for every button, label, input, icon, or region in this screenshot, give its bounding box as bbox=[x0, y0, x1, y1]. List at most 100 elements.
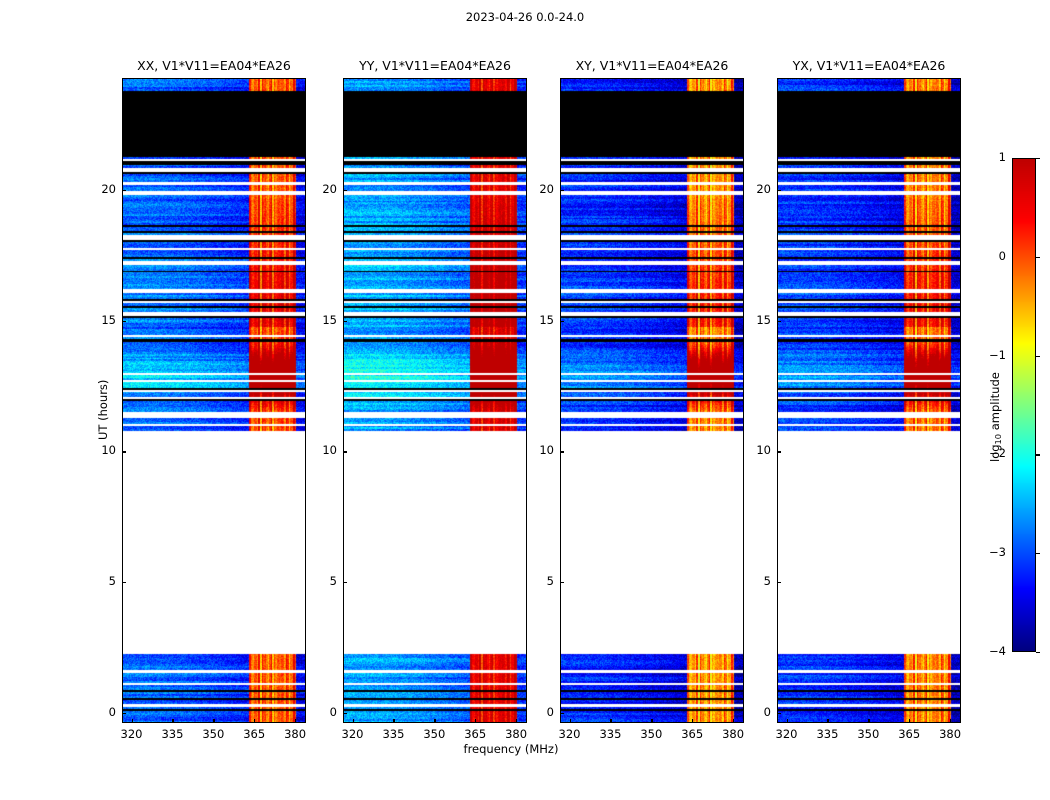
y-tick-mark bbox=[122, 190, 126, 192]
x-tick-mark bbox=[295, 719, 297, 723]
x-tick-mark bbox=[651, 719, 653, 723]
colorbar-tick-mark bbox=[1036, 355, 1040, 357]
y-tick-mark bbox=[777, 712, 781, 714]
y-tick-label: 5 bbox=[763, 573, 771, 588]
x-tick-mark bbox=[352, 719, 354, 723]
x-tick-mark bbox=[172, 719, 174, 723]
y-tick-label: 10 bbox=[539, 443, 554, 458]
y-tick-label: 10 bbox=[756, 443, 771, 458]
x-tick-label: 335 bbox=[599, 727, 622, 741]
waterfall-image-yy bbox=[344, 79, 526, 722]
y-tick-label: 20 bbox=[322, 182, 337, 197]
y-tick-label: 0 bbox=[763, 704, 771, 719]
y-tick-mark bbox=[122, 320, 126, 323]
y-tick-mark bbox=[777, 451, 781, 453]
colorbar-tick-mark bbox=[1036, 553, 1040, 555]
waterfall-axes-xx[interactable] bbox=[122, 78, 306, 723]
waterfall-axes-yx[interactable] bbox=[777, 78, 961, 723]
y-tick-label: 0 bbox=[546, 704, 554, 719]
y-tick-mark bbox=[777, 581, 781, 584]
y-tick-mark bbox=[560, 581, 564, 584]
waterfall-image-yx bbox=[778, 79, 960, 722]
y-tick-label: 20 bbox=[101, 182, 116, 197]
x-tick-mark bbox=[868, 719, 870, 723]
x-tick-label: 320 bbox=[341, 727, 364, 741]
colorbar-tick-mark bbox=[1036, 454, 1040, 456]
x-tick-mark bbox=[692, 719, 694, 723]
y-tick-label: 15 bbox=[101, 312, 116, 327]
colorbar-gradient bbox=[1013, 159, 1035, 651]
panel-title-yy: YY, V1*V11=EA04*EA26 bbox=[359, 58, 511, 73]
colorbar-tick-label: −3 bbox=[989, 545, 1006, 560]
x-tick-mark bbox=[733, 719, 735, 723]
y-tick-mark bbox=[343, 581, 347, 584]
colorbar-tick-label: 0 bbox=[998, 248, 1006, 263]
figure-suptitle: 2023-04-26 0.0-24.0 bbox=[465, 10, 585, 24]
y-tick-mark bbox=[560, 320, 564, 323]
y-tick-label: 5 bbox=[108, 573, 116, 588]
x-tick-mark bbox=[475, 719, 477, 723]
x-tick-label: 380 bbox=[722, 727, 745, 741]
colorbar-tick-mark bbox=[1036, 158, 1040, 160]
x-tick-mark bbox=[516, 719, 518, 723]
x-tick-label: 320 bbox=[558, 727, 581, 741]
x-tick-mark bbox=[213, 719, 215, 723]
x-tick-label: 320 bbox=[775, 727, 798, 741]
x-tick-label: 380 bbox=[284, 727, 307, 741]
colorbar-tick-label: 1 bbox=[998, 150, 1006, 164]
x-tick-label: 335 bbox=[382, 727, 405, 741]
x-tick-label: 350 bbox=[202, 727, 225, 741]
waterfall-axes-yy[interactable] bbox=[343, 78, 527, 723]
colorbar-label-subscript: 10 bbox=[993, 433, 1004, 445]
colorbar-label-prefix: log bbox=[988, 444, 1002, 462]
waterfall-image-xy bbox=[561, 79, 743, 722]
y-tick-label: 20 bbox=[756, 182, 771, 197]
y-tick-mark bbox=[560, 451, 564, 453]
y-tick-mark bbox=[122, 712, 126, 714]
x-tick-mark bbox=[569, 719, 571, 723]
x-tick-label: 335 bbox=[161, 727, 184, 741]
x-tick-mark bbox=[786, 719, 788, 723]
y-tick-label: 15 bbox=[539, 312, 554, 327]
y-tick-mark bbox=[560, 712, 564, 714]
y-tick-mark bbox=[343, 190, 347, 192]
panel-title-xy: XY, V1*V11=EA04*EA26 bbox=[575, 58, 729, 73]
y-tick-label: 5 bbox=[329, 573, 337, 588]
x-tick-label: 365 bbox=[681, 727, 704, 741]
colorbar-tick-mark bbox=[1036, 652, 1040, 654]
y-tick-label: 5 bbox=[546, 573, 554, 588]
x-tick-label: 320 bbox=[120, 727, 143, 741]
y-tick-mark bbox=[777, 320, 781, 323]
y-tick-label: 0 bbox=[108, 704, 116, 719]
x-tick-mark bbox=[610, 719, 612, 723]
y-tick-label: 15 bbox=[756, 312, 771, 327]
x-tick-label: 380 bbox=[505, 727, 528, 741]
panel-title-yx: YX, V1*V11=EA04*EA26 bbox=[792, 58, 946, 73]
colorbar-tick-label: −4 bbox=[989, 644, 1006, 658]
x-tick-label: 365 bbox=[243, 727, 266, 741]
y-tick-mark bbox=[343, 320, 347, 323]
colorbar-label: log10 amplitude bbox=[988, 372, 1003, 462]
panel-title-xx: XX, V1*V11=EA04*EA26 bbox=[137, 58, 291, 73]
x-tick-label: 350 bbox=[423, 727, 446, 741]
x-tick-mark bbox=[254, 719, 256, 723]
y-tick-label: 15 bbox=[322, 312, 337, 327]
x-tick-mark bbox=[393, 719, 395, 723]
y-tick-label: 10 bbox=[101, 443, 116, 458]
y-tick-mark bbox=[560, 190, 564, 192]
waterfall-image-xx bbox=[123, 79, 305, 722]
y-tick-mark bbox=[343, 451, 347, 453]
y-tick-mark bbox=[777, 190, 781, 192]
waterfall-axes-xy[interactable] bbox=[560, 78, 744, 723]
colorbar-label-suffix: amplitude bbox=[988, 372, 1002, 434]
y-tick-label: 10 bbox=[322, 443, 337, 458]
x-tick-mark bbox=[909, 719, 911, 723]
colorbar-tick-mark bbox=[1036, 256, 1040, 258]
colorbar-tick-label: −2 bbox=[989, 446, 1006, 461]
x-tick-label: 365 bbox=[464, 727, 487, 741]
x-tick-label: 335 bbox=[816, 727, 839, 741]
colorbar-tick-label: −1 bbox=[989, 347, 1006, 362]
y-tick-mark bbox=[122, 581, 126, 584]
x-tick-label: 365 bbox=[898, 727, 921, 741]
